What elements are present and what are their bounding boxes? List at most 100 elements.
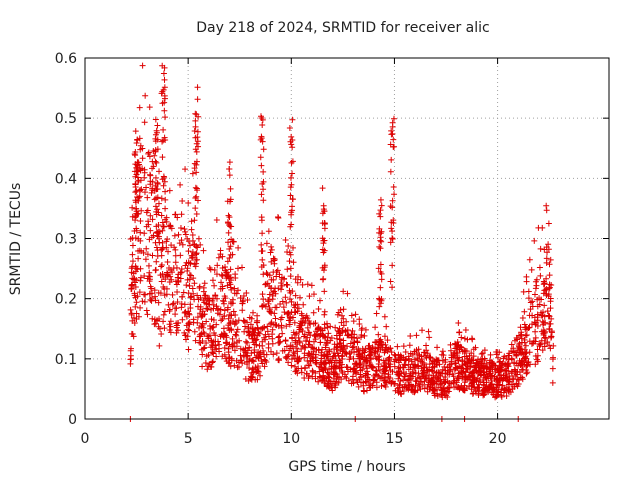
data-point [267,285,274,292]
data-point [349,344,356,351]
data-point [479,350,486,357]
data-point [136,104,143,111]
data-point [301,365,308,372]
data-point [425,328,432,335]
data-point [217,247,224,254]
data-point [534,296,541,303]
data-point [190,316,197,323]
data-point [131,168,138,175]
data-point [487,351,494,358]
data-point [179,241,186,248]
data-point [174,274,181,281]
data-point [152,148,159,155]
data-point [475,392,482,399]
data-point [444,364,451,371]
data-point [536,342,543,349]
data-point [315,347,322,354]
data-point [129,281,136,288]
data-point [160,182,167,189]
data-point [252,337,259,344]
data-point [133,139,140,146]
data-point [546,326,553,333]
data-point [440,352,447,359]
data-point [191,280,198,287]
x-tick-label: 15 [386,431,404,447]
data-point [193,210,200,217]
data-point [470,357,477,364]
data-point [294,354,301,361]
data-point [493,381,500,388]
data-point [533,319,540,326]
data-point [366,345,373,352]
data-point [246,365,253,372]
data-point [248,374,255,381]
data-point [139,155,146,162]
data-point [246,344,253,351]
data-point [191,128,198,135]
data-point [534,346,541,353]
data-point [187,305,194,312]
data-point [172,211,179,218]
data-point [132,283,139,290]
data-point [519,314,526,321]
data-point [233,329,240,336]
data-point [177,252,184,259]
data-point [194,292,201,299]
data-point [388,379,395,386]
data-point [185,248,192,255]
data-point [216,311,223,318]
data-point [129,263,136,270]
data-point [339,356,346,363]
data-point [154,181,161,188]
data-point [192,184,199,191]
data-point [308,282,315,289]
data-point [296,294,303,301]
data-point [194,244,201,251]
data-point [416,352,423,359]
data-point [197,241,204,248]
data-point [395,365,402,372]
data-point [225,315,232,322]
data-point [550,342,557,349]
data-point [273,350,280,357]
data-point [159,62,166,69]
data-point [155,233,162,240]
data-point [408,358,415,365]
data-point [183,322,190,329]
data-point [414,374,421,381]
data-point [387,203,394,210]
data-point [235,244,242,251]
data-point [128,330,135,337]
data-point [283,355,290,362]
data-point [157,325,164,332]
data-point [543,202,550,209]
data-point [387,361,394,368]
data-point [396,384,403,391]
data-point [146,104,153,111]
data-point [411,356,418,363]
data-point [461,335,468,342]
data-point [319,366,326,373]
data-point [496,359,503,366]
data-point [190,290,197,297]
data-point [381,313,388,320]
data-point [540,281,547,288]
data-point [240,346,247,353]
data-point [356,347,363,354]
data-point [482,385,489,392]
data-point [289,334,296,341]
data-point [372,324,379,331]
data-point [390,219,397,226]
data-point [389,235,396,242]
data-point [521,336,528,343]
data-point [259,121,266,128]
data-point [239,300,246,307]
data-point [536,264,543,271]
data-point [531,319,538,326]
data-point [529,312,536,319]
data-point [400,376,407,383]
data-point [389,130,396,137]
data-point [275,323,282,330]
data-point [306,293,313,300]
data-point [160,318,167,325]
